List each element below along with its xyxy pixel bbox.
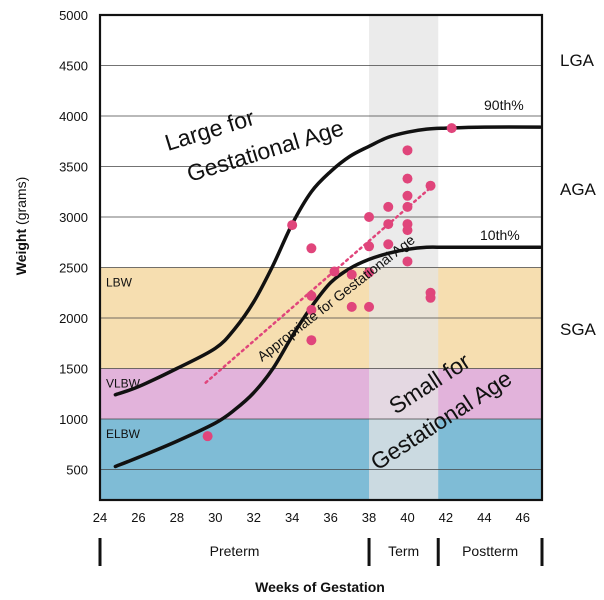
data-point — [425, 180, 436, 191]
x-tick-label: 46 — [516, 510, 530, 525]
data-point — [306, 290, 317, 301]
data-point — [402, 225, 413, 236]
lbw-label: LBW — [106, 276, 133, 290]
data-points — [202, 123, 457, 442]
data-point — [287, 220, 298, 231]
data-point — [402, 256, 413, 267]
data-point — [364, 267, 375, 278]
y-tick-label: 5000 — [59, 8, 88, 23]
y-tick-label: 500 — [66, 463, 88, 478]
p90-label: 90th% — [484, 97, 524, 113]
data-point — [383, 201, 394, 212]
y-tick-label: 2000 — [59, 311, 88, 326]
y-tick-label: 2500 — [59, 261, 88, 276]
data-point — [306, 304, 317, 315]
x-tick-label: 36 — [323, 510, 337, 525]
period-label: Term — [388, 543, 419, 559]
x-tick-label: 24 — [93, 510, 107, 525]
data-point — [329, 266, 340, 277]
vlbw-band — [100, 368, 542, 419]
elbw-band — [100, 419, 542, 500]
x-tick-label: 28 — [170, 510, 184, 525]
y-tick-label: 4500 — [59, 59, 88, 74]
data-point — [364, 212, 375, 222]
data-point — [446, 123, 457, 134]
x-tick-label: 44 — [477, 510, 491, 525]
period-label: Preterm — [210, 543, 260, 559]
data-point — [383, 239, 394, 250]
y-tick-label: 1000 — [59, 412, 88, 427]
gestation-periods: Preterm Term Postterm — [98, 538, 544, 566]
data-point — [202, 431, 213, 442]
aga-label: AGA — [560, 180, 597, 199]
data-point — [364, 241, 375, 252]
x-tick-label: 26 — [131, 510, 145, 525]
elbw-label: ELBW — [106, 427, 141, 441]
x-tick-label: 42 — [439, 510, 453, 525]
large-for-ga-label: Large for Gestational Age — [162, 104, 347, 187]
y-axis-title: Weight (grams) — [13, 177, 29, 276]
x-tick-label: 34 — [285, 510, 299, 525]
curve-90th-percentile — [113, 125, 542, 397]
data-point — [346, 269, 357, 280]
period-label: Postterm — [462, 543, 518, 559]
curve-10th-percentile — [113, 245, 542, 469]
data-point — [402, 190, 413, 201]
data-point — [383, 219, 394, 230]
data-point — [306, 243, 317, 254]
plot-frame — [98, 13, 544, 502]
data-point — [402, 201, 413, 212]
aga-trend-line — [204, 181, 438, 384]
x-tick-label: 30 — [208, 510, 222, 525]
data-point — [402, 173, 413, 184]
sga-label: SGA — [560, 320, 597, 339]
x-axis-ticks: 24 26 28 30 32 34 36 38 40 42 44 46 — [93, 510, 530, 525]
data-point — [306, 335, 317, 346]
y-tick-label: 3000 — [59, 210, 88, 225]
y-axis-title-unit: (grams) — [13, 177, 29, 229]
p10-label: 10th% — [480, 227, 520, 243]
x-axis-title: Weeks of Gestation — [255, 579, 385, 595]
vlbw-label: VLBW — [106, 377, 141, 391]
y-tick-label: 1500 — [59, 362, 88, 377]
lga-label: LGA — [560, 51, 595, 70]
x-tick-label: 32 — [247, 510, 261, 525]
data-point — [364, 301, 375, 312]
x-tick-label: 40 — [400, 510, 414, 525]
x-tick-label: 38 — [362, 510, 376, 525]
y-tick-label: 4000 — [59, 109, 88, 124]
y-tick-label: 3500 — [59, 160, 88, 175]
data-point — [346, 301, 357, 312]
data-point — [402, 145, 413, 156]
y-axis-title-bold: Weight — [13, 229, 29, 276]
data-point — [425, 292, 436, 303]
y-axis-ticks: 500 1000 1500 2000 2500 3000 3500 4000 4500 5000 — [59, 8, 88, 478]
